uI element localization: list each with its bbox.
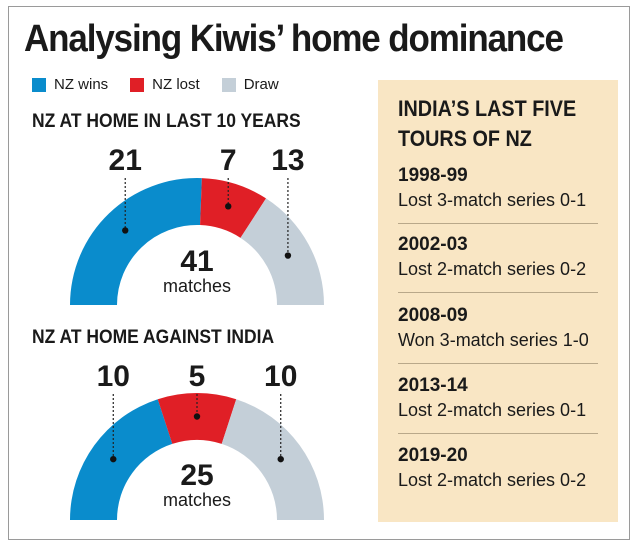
tour-year: 2002-03 — [398, 234, 468, 255]
leader-dot-lost — [193, 413, 201, 420]
legend-item-lost: NZ lost — [130, 76, 200, 93]
tour-item: 2008-09 Won 3-match series 1-0 — [398, 304, 608, 352]
tour-result: Lost 2-match series 0-2 — [398, 470, 587, 490]
donut-segment-draw — [221, 399, 324, 520]
donut-segment-lost — [200, 178, 267, 238]
legend-label-lost: NZ lost — [152, 76, 200, 93]
tour-result: Lost 3-match series 0-1 — [398, 190, 587, 210]
tour-result: Lost 2-match series 0-2 — [398, 259, 587, 279]
legend-label-wins: NZ wins — [54, 76, 109, 93]
legend-swatch-draw — [221, 77, 236, 92]
data-label-lost: 5 — [189, 360, 206, 393]
tour-result: Won 3-match series 1-0 — [398, 330, 589, 350]
tour-result: Lost 2-match series 0-1 — [398, 400, 587, 420]
legend-swatch-lost — [130, 77, 145, 92]
leader-dot-wins — [122, 227, 129, 234]
data-label-wins: 10 — [97, 360, 130, 393]
divider — [398, 433, 598, 434]
divider — [398, 363, 598, 364]
sidebar-title: INDIA’S LAST FIVE TOURS OF NZ — [398, 96, 577, 151]
legend-item-draw: Draw — [221, 76, 279, 93]
donut-segment-wins — [70, 399, 173, 520]
tour-year: 1998-99 — [398, 165, 468, 186]
data-label-draw: 13 — [271, 144, 304, 177]
leader-dot-wins — [110, 455, 117, 463]
tour-year: 2008-09 — [398, 305, 468, 326]
legend-item-wins: NZ wins — [32, 76, 108, 93]
sidebar-panel: INDIA’S LAST FIVE TOURS OF NZ 1998-99 Lo… — [378, 80, 618, 522]
center-label: matches — [163, 490, 231, 510]
leader-dot-draw — [284, 252, 292, 259]
page-title: Analysing Kiwis’ home dominance — [24, 18, 564, 60]
leader-dot-draw — [277, 455, 284, 463]
tour-year: 2019-20 — [398, 445, 468, 466]
legend: NZ wins NZ lost Draw — [32, 76, 301, 93]
tour-year: 2013-14 — [398, 375, 468, 396]
data-label-lost: 7 — [220, 144, 237, 177]
tour-item: 1998-99 Lost 3-match series 0-1 — [398, 164, 608, 212]
divider — [398, 292, 598, 293]
total-label: 25 — [180, 459, 213, 492]
leader-dot-lost — [225, 203, 232, 210]
chart-1-title: NZ AT HOME IN LAST 10 YEARS — [32, 111, 301, 132]
donut-segment-wins — [70, 177, 202, 305]
divider — [398, 223, 598, 224]
legend-label-draw: Draw — [243, 76, 279, 93]
chart-2-title: NZ AT HOME AGAINST INDIA — [32, 327, 275, 348]
legend-swatch-wins — [32, 77, 46, 92]
tour-item: 2013-14 Lost 2-match series 0-1 — [398, 374, 608, 422]
total-label: 41 — [180, 245, 213, 278]
center-label: matches — [163, 276, 231, 296]
donut-segment-draw — [240, 198, 324, 305]
data-label-wins: 21 — [109, 144, 142, 177]
data-label-draw: 10 — [264, 360, 297, 393]
infographic-frame — [8, 6, 630, 540]
tour-item: 2019-20 Lost 2-match series 0-2 — [398, 444, 608, 492]
tour-item: 2002-03 Lost 2-match series 0-2 — [398, 233, 608, 281]
